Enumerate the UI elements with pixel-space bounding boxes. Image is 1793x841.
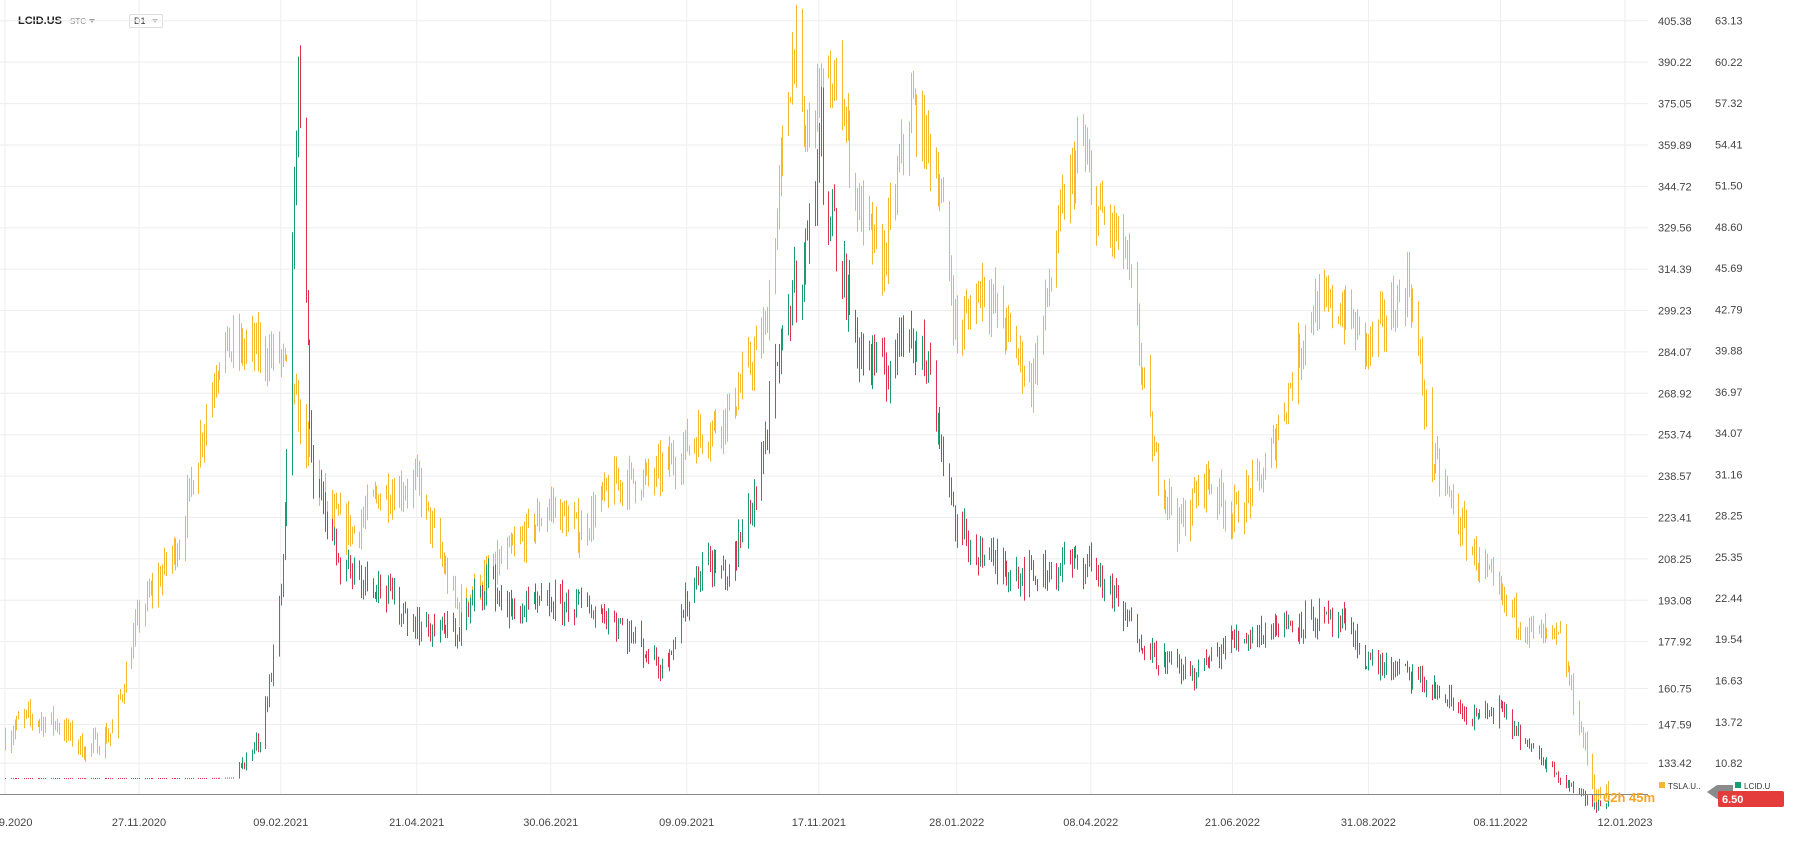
tsla-bars bbox=[5, 4, 1609, 806]
right-y-tick-label: 57.32 bbox=[1715, 98, 1743, 110]
x-tick-label: 21.06.2022 bbox=[1205, 817, 1260, 829]
left-y-tick-label: 329.56 bbox=[1658, 223, 1692, 235]
right-y-tick-label: 60.22 bbox=[1715, 57, 1743, 69]
right-y-tick-label: 16.63 bbox=[1715, 675, 1743, 687]
x-tick-label: 09.09.2021 bbox=[659, 817, 714, 829]
right-y-tick-label: 51.50 bbox=[1715, 181, 1743, 193]
left-y-tick-label: 284.07 bbox=[1658, 347, 1692, 359]
right-y-tick-label: 39.88 bbox=[1715, 346, 1743, 358]
right-y-tick-label: 54.41 bbox=[1715, 139, 1743, 151]
right-y-tick-label: 28.25 bbox=[1715, 511, 1743, 523]
countdown-label: 02h 45m bbox=[1603, 790, 1655, 805]
left-y-tick-label: 299.23 bbox=[1658, 306, 1692, 318]
left-y-tick-label: 390.22 bbox=[1658, 57, 1692, 69]
x-tick-label: 08.11.2022 bbox=[1473, 817, 1527, 829]
left-y-tick-label: 177.92 bbox=[1658, 637, 1692, 649]
left-y-tick-label: 253.74 bbox=[1658, 430, 1692, 442]
right-y-tick-label: 45.69 bbox=[1715, 263, 1743, 275]
left-y-tick-label: 314.39 bbox=[1658, 264, 1692, 276]
left-y-tick-label: 160.75 bbox=[1658, 684, 1692, 696]
x-tick-label: 27.11.2020 bbox=[112, 817, 166, 829]
x-tick-label: 09.02.2021 bbox=[253, 817, 308, 829]
right-y-tick-label: 31.16 bbox=[1715, 469, 1743, 481]
left-y-axis-labels: 133.42 147.59 160.75 177.92 193.08 208.25 223.… bbox=[1658, 16, 1692, 770]
left-y-tick-label: 193.08 bbox=[1658, 595, 1692, 607]
left-y-tick-label: 359.89 bbox=[1658, 140, 1692, 152]
right-y-tick-label: 63.13 bbox=[1715, 16, 1743, 28]
right-y-tick-label: 34.07 bbox=[1715, 428, 1743, 440]
right-y-tick-label: 10.82 bbox=[1715, 758, 1743, 770]
right-y-tick-label: 13.72 bbox=[1715, 717, 1743, 729]
left-y-tick-label: 375.05 bbox=[1658, 99, 1692, 111]
x-tick-label: 28.01.2022 bbox=[929, 817, 984, 829]
legend-swatch bbox=[1659, 782, 1665, 788]
right-y-tick-label: 36.97 bbox=[1715, 387, 1743, 399]
left-y-tick-label: 268.92 bbox=[1658, 388, 1692, 400]
legend-label: LCID.U bbox=[1744, 782, 1770, 791]
legend-swatch bbox=[1735, 782, 1741, 788]
left-y-tick-label: 133.42 bbox=[1658, 758, 1692, 770]
right-y-tick-label: 48.60 bbox=[1715, 222, 1743, 234]
left-y-tick-label: 405.38 bbox=[1658, 16, 1692, 28]
x-tick-label: 31.08.2022 bbox=[1341, 817, 1396, 829]
x-tick-label: 12.01.2023 bbox=[1597, 817, 1652, 829]
x-tick-label: 18.09.2020 bbox=[0, 817, 33, 829]
right-y-tick-label: 42.79 bbox=[1715, 304, 1743, 316]
legend-label: TSLA.U.. bbox=[1668, 782, 1700, 791]
left-y-tick-label: 208.25 bbox=[1658, 554, 1692, 566]
lcid-bars bbox=[5, 45, 1609, 813]
x-axis-labels: 18.09.2020 27.11.2020 09.02.2021 21.04.2021… bbox=[0, 817, 1653, 829]
left-y-tick-label: 238.57 bbox=[1658, 471, 1692, 483]
last-price-marker: 6.50 bbox=[1718, 791, 1784, 807]
right-y-tick-label: 19.54 bbox=[1715, 634, 1743, 646]
right-y-axis-labels: 10.82 13.72 16.63 19.54 22.44 25.35 28.25 31.16… bbox=[1715, 16, 1743, 770]
right-y-tick-label: 22.44 bbox=[1715, 593, 1743, 605]
last-price-box bbox=[1718, 791, 1784, 807]
x-tick-label: 17.11.2021 bbox=[792, 817, 846, 829]
last-price-label: 6.50 bbox=[1722, 794, 1743, 806]
grid-lines bbox=[0, 0, 1648, 794]
right-y-tick-label: 25.35 bbox=[1715, 552, 1743, 564]
left-y-tick-label: 147.59 bbox=[1658, 719, 1692, 731]
left-y-tick-label: 344.72 bbox=[1658, 181, 1692, 193]
left-y-tick-label: 223.41 bbox=[1658, 512, 1692, 524]
x-tick-label: 21.04.2021 bbox=[389, 817, 444, 829]
x-tick-label: 08.04.2022 bbox=[1063, 817, 1118, 829]
x-tick-label: 30.06.2021 bbox=[523, 817, 578, 829]
